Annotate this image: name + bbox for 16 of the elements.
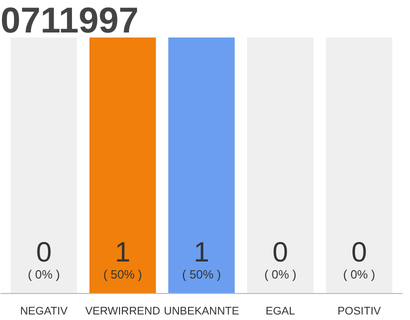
data-label: 0 xyxy=(272,236,288,268)
annotation: ( 50% ) xyxy=(103,268,142,282)
data-label: 0 xyxy=(36,236,52,268)
annotation: ( 0% ) xyxy=(264,268,296,282)
data-label: 0 xyxy=(351,236,367,268)
annotation: ( 0% ) xyxy=(343,268,376,282)
annotation: ( 50% ) xyxy=(182,268,221,282)
data-label: 1 xyxy=(114,236,130,268)
x-tick-label: UNBEKANNTE xyxy=(164,306,240,318)
data-label: 1 xyxy=(194,236,210,268)
annotation: ( 0% ) xyxy=(28,268,60,282)
x-tick-label: POSITIV xyxy=(337,306,382,318)
chart-title: 0711997 xyxy=(0,0,139,40)
x-tick-label: NEGATIV xyxy=(20,306,68,318)
x-tick-label: VERWIRREND xyxy=(85,306,160,318)
x-tick-label: EGAL xyxy=(266,306,296,318)
